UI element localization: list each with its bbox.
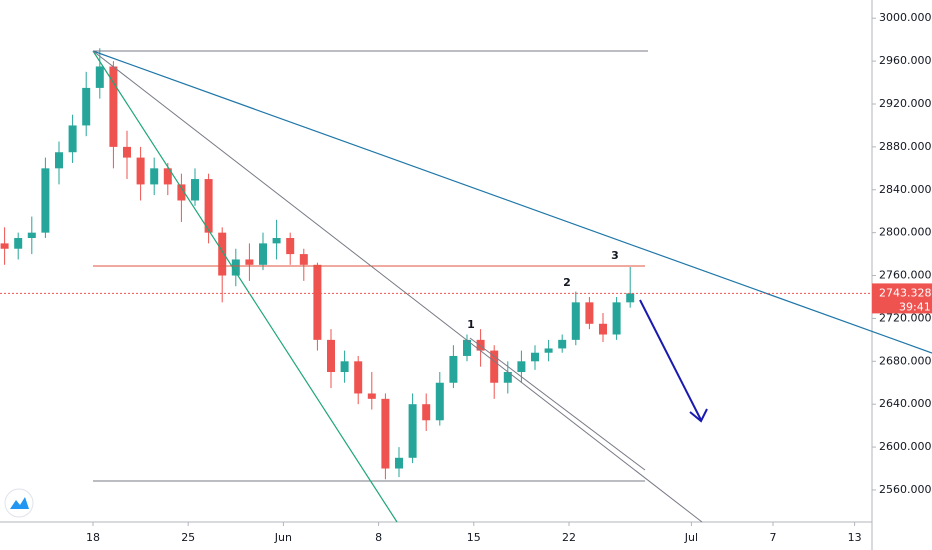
candle-body [14,238,23,249]
candle-body [381,398,390,469]
x-tick-label: 8 [375,531,382,544]
last-price-box [872,283,932,314]
candle-body [136,157,145,185]
candle-body [476,339,485,351]
x-tick-label: 22 [562,531,576,544]
candle-body [55,152,63,169]
y-tick-label: 2960.000 [879,54,932,67]
logo [4,488,34,518]
y-tick-label: 2680.000 [879,354,932,367]
candle-body [558,339,567,349]
candle-body [571,302,580,340]
y-tick-label: 2720.000 [879,311,932,324]
x-tick-label: 18 [86,531,100,544]
candle-body [191,179,199,201]
candle-body [259,243,267,265]
candle-body [354,361,363,394]
trend-line [92,50,932,354]
arrow [639,299,702,421]
y-tick-label: 2560.000 [879,483,932,496]
annotations: 1 2 3 [467,249,619,331]
candle-body [313,264,322,340]
candle-body [367,393,376,399]
drawings [92,50,932,523]
wave-label: 3 [611,249,619,262]
candle-body [585,302,594,324]
candle-body [95,66,104,88]
trend-line [92,50,398,523]
candle-body [422,404,431,421]
candle-body [503,372,512,383]
candle-body [123,146,131,158]
candle-body [531,352,539,362]
candle-body [68,125,77,153]
y-tick-label: 2600.000 [879,440,932,453]
candle-body [463,339,471,356]
x-tick-label: 7 [770,531,777,544]
y-tick-label: 2640.000 [879,397,932,410]
candle-body [408,404,417,458]
y-tick-label: 2840.000 [879,183,932,196]
x-tick-label: Jun [274,531,292,544]
candle-body [286,238,295,255]
candle-body [204,179,213,233]
y-tick-label: 2760.000 [879,269,932,282]
candle-body [231,259,240,276]
candle-body [218,232,227,276]
y-tick-label: 2880.000 [879,140,932,153]
candle-body [82,87,91,126]
candle-body [272,238,281,244]
x-tick-label: 13 [848,531,862,544]
y-tick-label: 3000.000 [879,11,932,24]
candle-body [490,350,499,383]
arrow-head [689,408,708,423]
x-tick-label: Jul [684,531,698,544]
candle-body [27,232,36,239]
candle-body [299,254,308,265]
candles [0,48,635,480]
candle-body [626,293,635,303]
candle-body [395,457,403,469]
countdown-label: 39:41 [899,300,931,313]
candle-body [327,339,335,373]
x-tick-label: 15 [467,531,481,544]
trend-line [469,337,646,471]
wave-label: 2 [563,276,571,289]
candle-body [340,361,349,373]
candle-body [517,361,526,373]
trend-line [92,50,703,523]
logo-circle [4,488,34,518]
logo-icon [10,497,29,509]
candle-body [599,323,607,335]
y-tick-label: 2920.000 [879,97,932,110]
candle-body [163,168,172,185]
wave-label: 1 [467,318,475,331]
candle-body [109,66,118,147]
candle-body [41,168,50,233]
last-price-label: 2743.328 [879,286,932,299]
candle-body [544,348,553,353]
candle-body [0,243,9,249]
candle-body [245,259,254,265]
candle-body [612,302,621,335]
candle-body [435,382,444,421]
candle-body [449,355,458,383]
candle-body [150,168,159,185]
candle-body [177,184,186,201]
y-tick-label: 2800.000 [879,226,932,239]
x-tick-label: 25 [181,531,195,544]
